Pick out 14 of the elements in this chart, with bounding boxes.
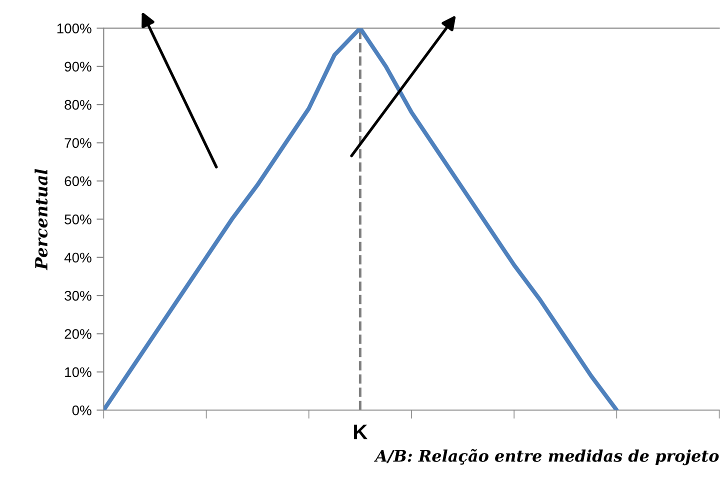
y-tick-label: 10%	[65, 367, 92, 378]
y-tick-label: 50%	[64, 214, 92, 224]
y-axis-title: Percentual	[34, 168, 48, 270]
y-tick-label: 90%	[64, 62, 92, 72]
y-tick-label: 40%	[64, 252, 92, 263]
y-tick-label: 0%	[72, 405, 92, 416]
y-tick-label: 60%	[64, 176, 92, 186]
x-tick-label: K	[354, 424, 368, 440]
y-tick-label: 30%	[64, 290, 92, 301]
y-tick-label: 70%	[64, 138, 92, 148]
y-tick-label: 20%	[64, 329, 92, 339]
y-tick-label: 80%	[64, 100, 92, 110]
y-tick-label: 100%	[57, 24, 92, 34]
x-axis-title: A/B: Relação entre medidas de projeto	[374, 448, 719, 466]
